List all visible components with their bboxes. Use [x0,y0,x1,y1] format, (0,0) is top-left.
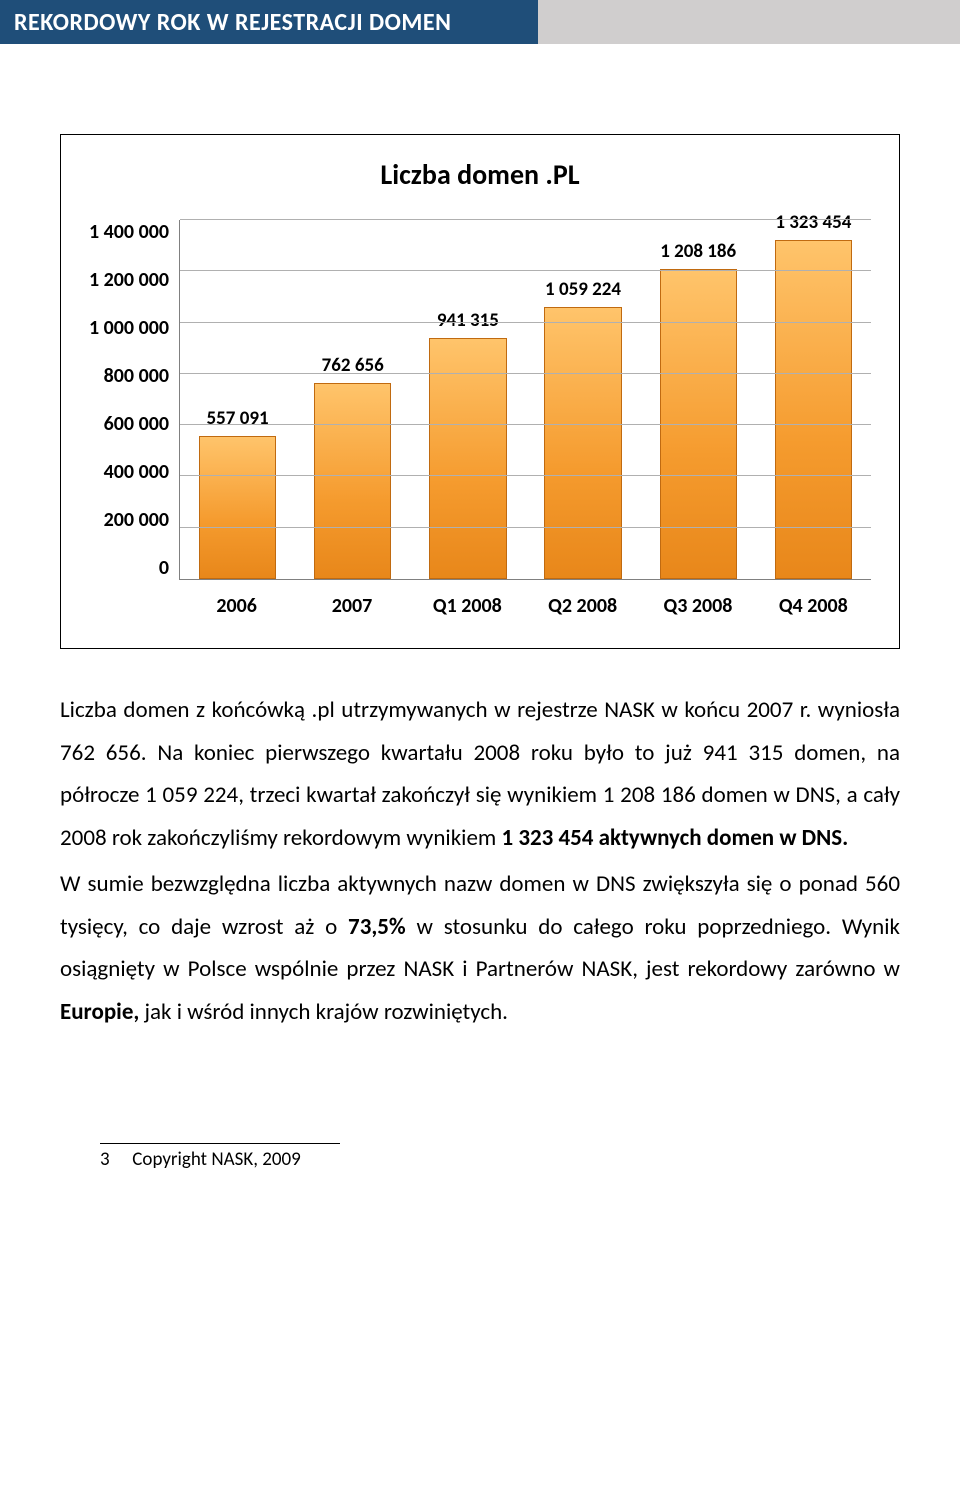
chart-bar-value-label: 1 208 186 [660,240,736,263]
chart-bar-slot: 941 315 [420,220,517,579]
x-tick-label: Q4 2008 [765,594,862,618]
body-text: Liczba domen z końcówką .pl utrzymywanyc… [60,689,900,1033]
chart-gridline [180,322,871,323]
chart-gridline [180,270,871,271]
page-number: 3 [100,1148,128,1171]
chart-bar-value-label: 557 091 [207,407,269,430]
chart-gridline [180,424,871,425]
y-tick-label: 1 400 000 [89,220,169,244]
chart-bar-slot: 1 059 224 [535,220,632,579]
section-header-bar: REKORDOWY ROK W REJESTRACJI DOMEN [0,0,960,44]
paragraph-1: Liczba domen z końcówką .pl utrzymywanyc… [60,689,900,859]
chart-bar [775,240,852,579]
y-tick-label: 400 000 [104,460,169,484]
page: REKORDOWY ROK W REJESTRACJI DOMEN Liczba… [0,0,960,1231]
chart-bars-row: 557 091 762 656 941 315 1 059 224 1 208 186 1… [180,220,871,579]
y-tick-label: 200 000 [104,508,169,532]
y-tick-label: 0 [159,556,169,580]
chart-bar-value-label: 941 315 [437,309,499,332]
header-grey-fill [538,0,960,44]
paragraph-2: W sumie bezwzględna liczba aktywnych naz… [60,863,900,1033]
y-tick-label: 1 200 000 [89,268,169,292]
chart-x-axis: 2006 2007 Q1 2008 Q2 2008 Q3 2008 Q4 2008 [179,594,871,618]
chart-bar-value-label: 1 323 454 [775,211,851,234]
chart-gridline [180,373,871,374]
x-tick-label: 2006 [188,594,285,618]
chart-gridline [180,219,871,220]
chart-gridline [180,475,871,476]
chart-bar [544,307,621,579]
y-tick-label: 1 000 000 [89,316,169,340]
x-tick-label: 2007 [304,594,401,618]
x-tick-label: Q1 2008 [419,594,516,618]
chart-bar [314,383,391,579]
page-footer: 3 Copyright NASK, 2009 [100,1143,340,1171]
x-tick-label: Q3 2008 [650,594,747,618]
chart-bar-slot: 762 656 [304,220,401,579]
chart-bar-value-label: 1 059 224 [545,278,621,301]
section-title: REKORDOWY ROK W REJESTRACJI DOMEN [0,0,538,44]
p2-text-b-bold: 73,5% [348,913,406,941]
y-tick-label: 600 000 [104,412,169,436]
chart-bar-slot: 1 208 186 [650,220,747,579]
copyright-text: Copyright NASK, 2009 [132,1148,300,1171]
chart-bar [199,436,276,579]
chart-plot-wrap: 557 091 762 656 941 315 1 059 224 1 208 186 1… [179,220,871,618]
chart-gridline [180,527,871,528]
p2-text-e: jak i wśród innych krajów rozwiniętych. [139,998,508,1026]
chart-plot-area: 557 091 762 656 941 315 1 059 224 1 208 186 1… [179,220,871,580]
chart-y-axis: 1 400 000 1 200 000 1 000 000 800 000 600 00… [89,220,179,580]
chart-title: Liczba domen .PL [89,157,871,192]
chart-bar-slot: 1 323 454 [765,220,862,579]
p1-text-b-bold: 1 323 454 aktywnych domen w DNS. [501,824,848,852]
chart-bar-value-label: 762 656 [322,354,384,377]
y-tick-label: 800 000 [104,364,169,388]
x-tick-label: Q2 2008 [534,594,631,618]
chart-body: 1 400 000 1 200 000 1 000 000 800 000 600 00… [89,220,871,618]
p2-text-d-bold: Europie, [60,998,139,1026]
chart-bar-slot: 557 091 [189,220,286,579]
chart-container: Liczba domen .PL 1 400 000 1 200 000 1 000… [60,134,900,649]
